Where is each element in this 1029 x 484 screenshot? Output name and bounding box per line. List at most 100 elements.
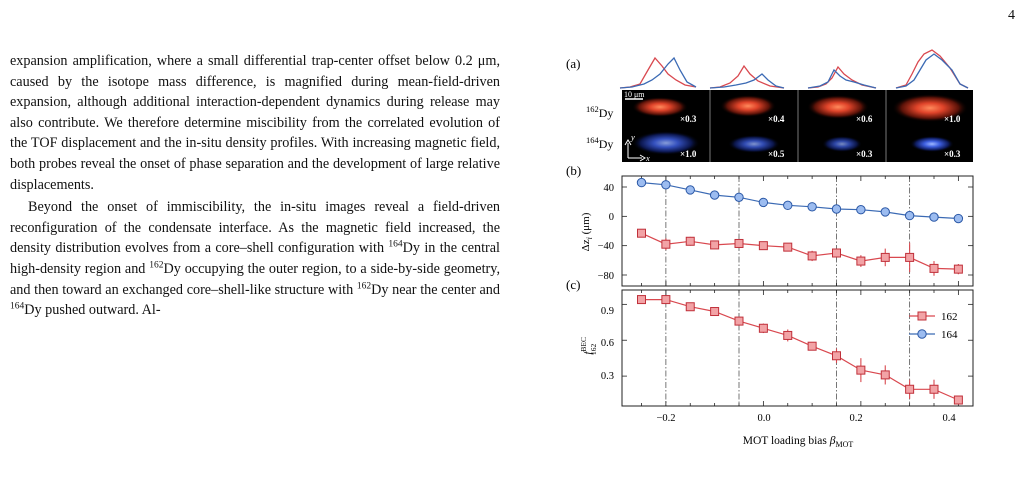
xlabel-sym: β xyxy=(829,435,836,447)
profile-164-4 xyxy=(895,53,969,89)
data-point-164-b xyxy=(685,185,695,195)
xlabel-sub: MOT xyxy=(835,440,853,449)
cloud-164-1 xyxy=(632,131,700,155)
data-point-162-c xyxy=(953,395,963,405)
panel-b-grid xyxy=(622,176,973,286)
data-point-164-b xyxy=(856,205,866,215)
p2-b: Dy in the central high-density region an… xyxy=(10,240,500,277)
axis-label-y: y xyxy=(630,132,635,142)
data-point-162-c xyxy=(807,341,817,351)
paragraph-1: expansion amplification, where a small d… xyxy=(10,53,500,193)
data-point-164-b xyxy=(709,190,720,200)
data-point-162-b xyxy=(929,263,939,273)
row-label-164-element: Dy xyxy=(599,137,614,151)
data-point-164-b xyxy=(929,212,939,222)
p2-iso2: 162 xyxy=(149,260,164,271)
xlabel-text: MOT loading bias xyxy=(743,435,830,447)
density-profiles xyxy=(619,49,969,89)
c-ytick-03: 0.3 xyxy=(601,371,614,382)
scale-bar-label: 10 μm xyxy=(624,90,645,99)
row-label-162-mass: 162 xyxy=(586,104,599,114)
data-point-162-b xyxy=(734,238,744,248)
xtick-00: 0.0 xyxy=(757,413,770,424)
panel-c-ylabel: fBEC162 xyxy=(579,337,598,355)
legend-label-164: 164 xyxy=(941,329,958,341)
data-point-164-b xyxy=(831,204,842,214)
c-ylabel-sup: BEC xyxy=(579,337,588,352)
panel-c-grid xyxy=(622,290,973,406)
b-ylabel-sub: i xyxy=(585,237,594,239)
row-label-164: 164Dy xyxy=(586,135,613,151)
data-point-162-b xyxy=(905,252,915,262)
panel-c-marks xyxy=(637,295,963,405)
panel-b-label: (b) xyxy=(566,163,581,178)
axis-label-x: x xyxy=(645,153,650,163)
data-point-162-b xyxy=(880,252,890,262)
legend: 162 164 xyxy=(909,311,958,341)
data-point-162-c xyxy=(734,316,744,326)
panel-b-ylabel: Δzi (μm) xyxy=(580,212,594,251)
data-point-162-b xyxy=(783,242,793,252)
p2-iso3: 162 xyxy=(356,280,372,291)
cloud-162-1 xyxy=(632,97,688,117)
data-point-162-c xyxy=(880,370,890,380)
data-point-162-c xyxy=(905,384,915,394)
p2-iso4: 164 xyxy=(10,301,25,312)
data-point-164-b xyxy=(904,210,915,221)
data-point-164-b xyxy=(734,192,744,202)
data-point-162-b xyxy=(758,241,768,251)
data-point-164-b xyxy=(953,213,964,224)
data-point-162-c xyxy=(710,307,720,317)
cloud-162-4 xyxy=(892,94,968,122)
cloud-162-3 xyxy=(807,95,869,119)
profile-164-2 xyxy=(709,73,785,89)
profile-162-1 xyxy=(619,56,697,89)
page-number: 4 xyxy=(1008,8,1015,23)
cloud-164-3 xyxy=(822,136,862,152)
b-ytick-0: 0 xyxy=(609,212,614,223)
data-point-162-c xyxy=(661,295,671,305)
data-point-162-c xyxy=(758,323,768,333)
paragraph-2: Beyond the onset of immiscibility, the i… xyxy=(10,197,500,321)
axis-arrowhead-y xyxy=(624,139,632,146)
data-point-164-b xyxy=(783,200,793,211)
data-point-162-c xyxy=(685,302,695,312)
factor-162-3: ×0.6 xyxy=(856,114,873,124)
row-label-164-mass: 164 xyxy=(586,135,600,145)
b-ytick-m80: −80 xyxy=(598,271,614,282)
b-ylabel-sym: Δz xyxy=(580,239,592,251)
legend-label-162: 162 xyxy=(941,311,958,323)
c-ylabel-sym: f xyxy=(582,350,594,355)
data-point-162-c xyxy=(832,351,841,361)
data-point-164-b xyxy=(758,197,769,208)
c-ytick-06: 0.6 xyxy=(601,338,614,349)
data-point-162-b xyxy=(807,251,817,261)
factor-162-1: ×0.3 xyxy=(680,114,697,124)
data-point-162-b xyxy=(953,264,963,274)
row-label-162-element: Dy xyxy=(599,106,614,120)
b-ytick-m40: −40 xyxy=(598,241,614,252)
panel-b-frame xyxy=(621,175,974,287)
figure: (a) (b) (c) ×0.3 ×0.4 ×0.6 ×1.0 ×1.0 ×0.… xyxy=(566,49,974,449)
xtick-04: 0.4 xyxy=(942,413,956,424)
profile-164-3 xyxy=(807,68,877,89)
cloud-162-2 xyxy=(720,95,776,117)
data-point-162-b xyxy=(710,240,720,250)
factor-162-2: ×0.4 xyxy=(768,114,785,124)
factor-164-4: ×0.3 xyxy=(944,149,961,159)
panel-c-frame xyxy=(621,289,974,407)
body-text: expansion amplification, where a small d… xyxy=(10,51,500,321)
profile-162-2 xyxy=(709,64,785,89)
data-point-164-b xyxy=(636,177,647,188)
profile-164-1 xyxy=(619,56,697,89)
c-ytick-09: 0.9 xyxy=(601,306,614,317)
factor-162-4: ×1.0 xyxy=(944,114,961,124)
factor-164-2: ×0.5 xyxy=(768,149,785,159)
absorption-images: ×0.3 ×0.4 ×0.6 ×1.0 ×1.0 ×0.5 ×0.3 ×0.3 … xyxy=(622,90,973,163)
xtick-02: 0.2 xyxy=(849,413,862,424)
data-point-162-b xyxy=(661,239,671,249)
data-point-164-b xyxy=(807,202,817,212)
cloud-164-2 xyxy=(728,135,780,153)
p2-e: Dy pushed outward. Al- xyxy=(24,302,161,319)
x-axis-label: MOT loading bias βMOT xyxy=(743,435,854,449)
